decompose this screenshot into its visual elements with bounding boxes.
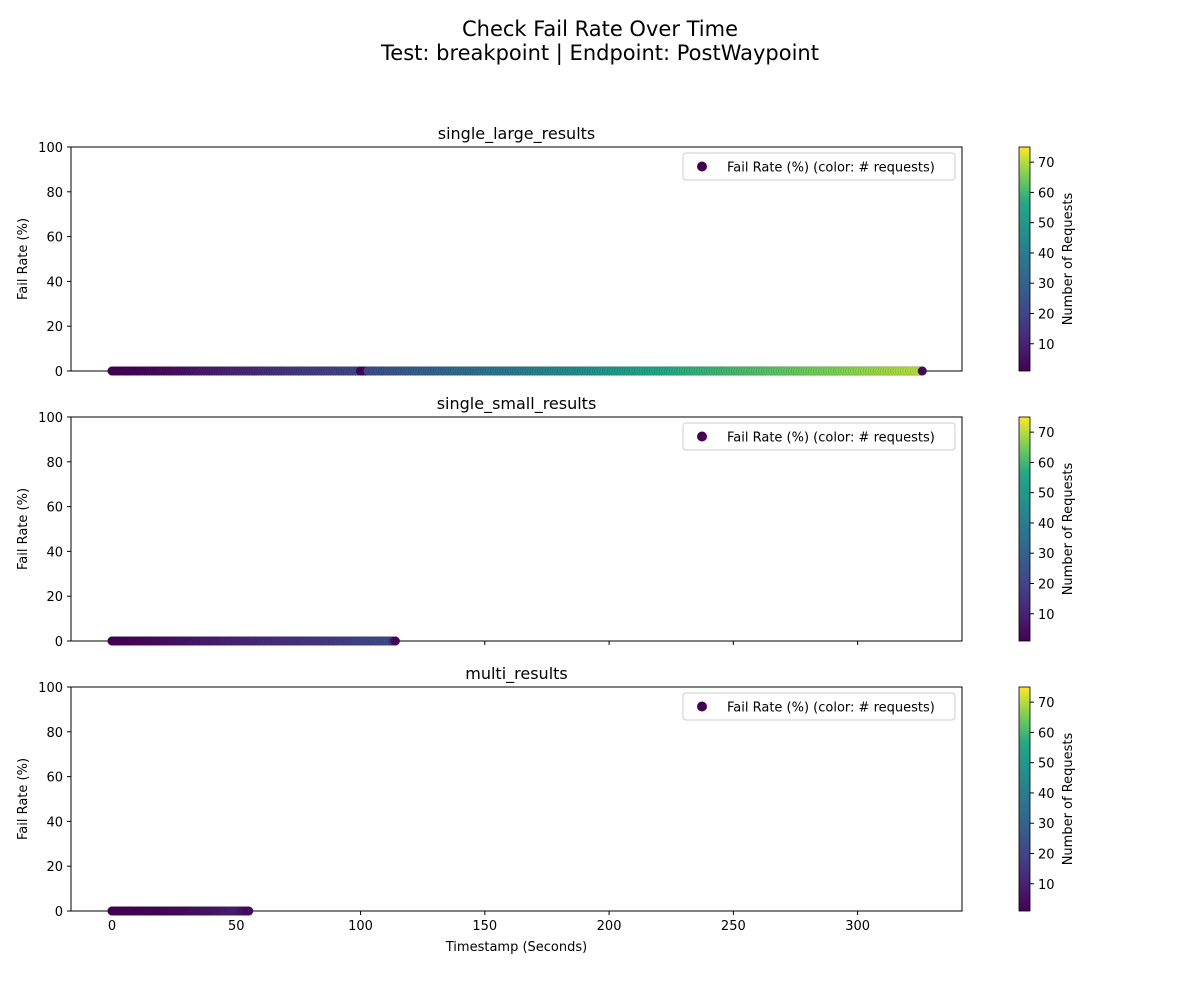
x-tick-label: 100 (348, 919, 373, 934)
legend-marker (697, 701, 707, 712)
colorbar-tick-label: 70 (1038, 426, 1055, 441)
scatter-point (390, 636, 401, 646)
subplot-single-small-results: single_small_results 0 20 40 60 80 100 Fail Rat… (16, 394, 1076, 650)
colorbar-tick-label: 50 (1038, 487, 1055, 502)
legend-marker (697, 161, 707, 172)
y-tick-label: 40 (46, 815, 63, 830)
plot-area (70, 416, 963, 642)
x-axis-label: Timestamp (Seconds) (445, 940, 587, 955)
y-axis-label: Fail Rate (%) (16, 758, 31, 840)
legend-marker (697, 431, 707, 442)
legend-label: Fail Rate (%) (color: # requests) (727, 701, 935, 716)
colorbar-tick-label: 10 (1038, 338, 1055, 353)
y-tick-label: 20 (46, 860, 63, 875)
y-tick-label: 100 (38, 141, 63, 156)
y-tick-label: 20 (46, 320, 63, 335)
legend-label: Fail Rate (%) (color: # requests) (727, 431, 935, 446)
y-tick-label: 100 (38, 411, 63, 426)
colorbar: 10 20 30 40 50 60 70 Number of Requests (1018, 416, 1076, 642)
colorbar-label: Number of Requests (1061, 192, 1076, 325)
colorbar-tick-label: 30 (1038, 817, 1055, 832)
scatter-points (107, 636, 401, 646)
x-tick-label: 200 (597, 919, 622, 934)
colorbar-tick-label: 20 (1038, 847, 1055, 862)
y-tick-label: 40 (46, 275, 63, 290)
legend: Fail Rate (%) (color: # requests) (682, 692, 956, 721)
colorbar-tick-label: 60 (1038, 186, 1055, 201)
y-tick-label: 0 (55, 905, 63, 920)
colorbar-tick-label: 70 (1038, 156, 1055, 171)
x-tick-label: 250 (721, 919, 746, 934)
subplot-title: multi_results (465, 664, 568, 684)
x-tick-label: 50 (228, 919, 245, 934)
legend: Fail Rate (%) (color: # requests) (682, 422, 956, 451)
y-axis-label: Fail Rate (%) (16, 218, 31, 300)
x-tick-label: 150 (472, 919, 497, 934)
colorbar-tick-label: 50 (1038, 757, 1055, 772)
colorbar-tick-label: 20 (1038, 577, 1055, 592)
y-tick-label: 0 (55, 635, 63, 650)
y-tick-label: 60 (46, 501, 63, 516)
colorbar-tick-label: 10 (1038, 878, 1055, 893)
subplot-multi-results: multi_results 0 20 40 60 80 100 0 50 100 150 200 250… (16, 664, 1076, 955)
legend-box (682, 692, 956, 721)
y-tick-label: 80 (46, 186, 63, 201)
y-tick-label: 80 (46, 456, 63, 471)
colorbar-tick-label: 60 (1038, 726, 1055, 741)
colorbar-gradient (1018, 416, 1031, 642)
legend-label: Fail Rate (%) (color: # requests) (727, 161, 935, 176)
scatter-point (917, 366, 927, 376)
y-tick-label: 20 (46, 590, 63, 605)
plot-area (70, 146, 963, 372)
figure-title-line2: Test: breakpoint | Endpoint: PostWaypoin… (380, 41, 819, 66)
subplot-single-large-results: single_large_results 0 20 40 60 80 100 Fail Rat… (16, 124, 1076, 380)
colorbar-tick-label: 20 (1038, 307, 1055, 322)
colorbar-label: Number of Requests (1061, 462, 1076, 595)
y-tick-label: 60 (46, 771, 63, 786)
scatter-point (244, 906, 254, 916)
y-tick-label: 80 (46, 726, 63, 741)
colorbar-tick-label: 60 (1038, 456, 1055, 471)
y-tick-label: 60 (46, 231, 63, 246)
y-tick-label: 100 (38, 681, 63, 696)
x-tick-label: 300 (845, 919, 870, 934)
colorbar-tick-label: 50 (1038, 217, 1055, 232)
figure-title-line1: Check Fail Rate Over Time (462, 17, 738, 41)
y-axis-label: Fail Rate (%) (16, 488, 31, 570)
plot-area (70, 686, 963, 912)
colorbar-tick-label: 10 (1038, 608, 1055, 623)
colorbar: 10 20 30 40 50 60 70 Number of Requests (1018, 686, 1076, 912)
colorbar-tick-label: 40 (1038, 517, 1055, 532)
colorbar-tick-label: 70 (1038, 696, 1055, 711)
y-tick-label: 0 (55, 365, 63, 380)
colorbar-label: Number of Requests (1061, 732, 1076, 865)
y-tick-label: 40 (46, 545, 63, 560)
colorbar-gradient (1018, 146, 1031, 372)
legend: Fail Rate (%) (color: # requests) (682, 152, 956, 181)
scatter-points (107, 906, 254, 916)
colorbar-tick-label: 40 (1038, 787, 1055, 802)
colorbar-tick-label: 40 (1038, 247, 1055, 262)
legend-box (682, 422, 956, 451)
subplot-title: single_large_results (438, 124, 596, 144)
colorbar: 10 20 30 40 50 60 70 Number of Requests (1018, 146, 1076, 372)
subplot-title: single_small_results (437, 394, 597, 414)
colorbar-tick-label: 30 (1038, 547, 1055, 562)
x-tick-label: 0 (108, 919, 116, 934)
colorbar-gradient (1018, 686, 1031, 912)
colorbar-tick-label: 30 (1038, 277, 1055, 292)
legend-box (682, 152, 956, 181)
scatter-points (107, 366, 927, 376)
